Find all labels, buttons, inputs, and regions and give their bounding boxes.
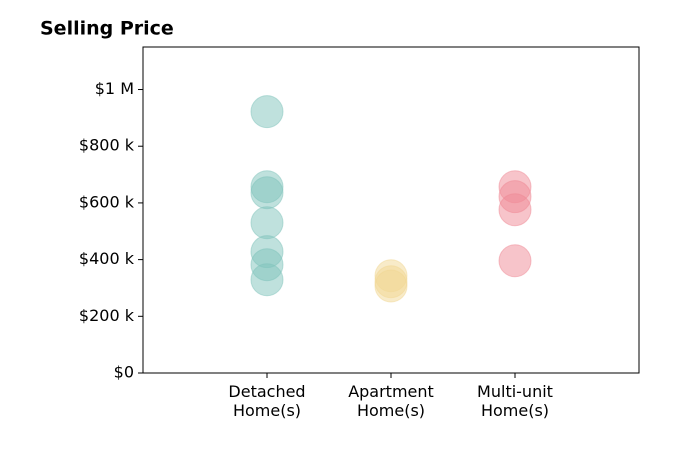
point [250, 95, 284, 129]
point [498, 244, 532, 278]
y-tick-label: $600 k [79, 192, 135, 211]
chart-title: Selling Price [40, 18, 174, 40]
y-tick-label: $400 k [79, 249, 135, 268]
point [250, 263, 284, 297]
y-tick-label: $200 k [79, 306, 135, 325]
point [498, 193, 532, 227]
plot-frame [142, 46, 640, 374]
x-tick-label: Detached Home(s) [228, 382, 306, 420]
y-tick-label: $1 M [95, 79, 134, 98]
y-tick-label: $0 [114, 363, 134, 382]
x-tick-label: Apartment Home(s) [348, 382, 434, 420]
point [374, 269, 408, 303]
point [250, 176, 284, 210]
point [250, 206, 284, 240]
y-tick-label: $800 k [79, 136, 135, 155]
x-tick-label: Multi-unit Home(s) [477, 382, 553, 420]
